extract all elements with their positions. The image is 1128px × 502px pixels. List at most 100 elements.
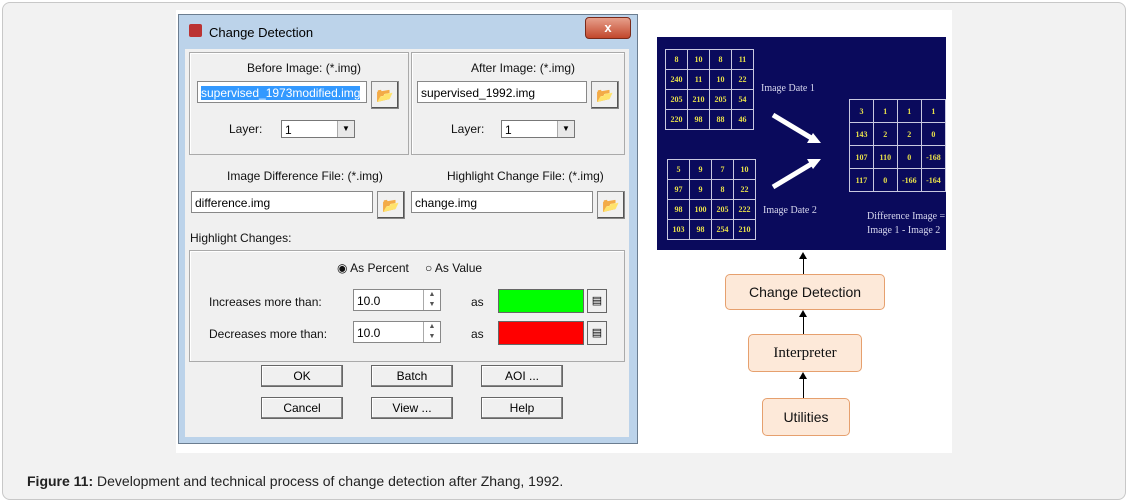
matrix-cell: 1 [896, 99, 922, 123]
matrix-row: 98 100 205 222 [667, 199, 756, 220]
matrix-cell: 0 [920, 122, 947, 146]
decreases-value: 10.0 [357, 326, 381, 340]
after-image-label: After Image: (*.img) [471, 61, 576, 75]
matrix-cell: 0 [872, 168, 898, 192]
matrix-cell: -166 [896, 168, 922, 192]
matrix-cell: 5 [667, 159, 690, 180]
decrease-color-menu-icon[interactable]: ▤ [587, 321, 607, 345]
matrix-cell: 11 [687, 69, 710, 90]
cancel-button[interactable]: Cancel [261, 397, 343, 419]
matrix-cell: 0 [896, 145, 922, 169]
before-layer-select[interactable]: 1 ▼ [281, 120, 355, 138]
increase-color-swatch[interactable] [498, 289, 584, 313]
matrix-cell: 100 [689, 199, 712, 220]
dialog-title: Change Detection [209, 25, 314, 40]
increase-color-menu-icon[interactable]: ▤ [587, 289, 607, 313]
matrix-cell: -164 [920, 168, 947, 192]
before-folder-icon[interactable]: 📂 [371, 81, 399, 109]
highlight-folder-icon[interactable]: 📂 [597, 191, 625, 219]
after-image-input[interactable]: supervised_1992.img [417, 81, 587, 103]
as-percent-label: As Percent [350, 261, 409, 275]
ok-button[interactable]: OK [261, 365, 343, 387]
matrix-cell: 10 [709, 69, 732, 90]
matrix-date1: 8 10 8 11 240 11 10 22 205 210 205 54 220 98 88 46 [665, 49, 754, 130]
before-image-input[interactable]: supervised_1973modified.img [197, 81, 367, 103]
highlight-file-label: Highlight Change File: (*.img) [447, 169, 604, 183]
matrix-row: 240 11 10 22 [665, 69, 754, 90]
matrix-cell: 9 [689, 159, 712, 180]
matrix-cell: 220 [665, 109, 688, 130]
matrix-cell: 8 [711, 179, 734, 200]
layer-label: Layer: [229, 122, 263, 136]
flow-change-detection: Change Detection [725, 274, 885, 310]
spin-arrows-icon[interactable]: ▲ ▼ [423, 290, 440, 310]
matrix-row: 143 2 2 0 [849, 122, 947, 146]
after-image-group [411, 52, 625, 155]
arrow-up-3 [799, 372, 807, 398]
decreases-label: Decreases more than: [209, 327, 328, 341]
help-button[interactable]: Help [481, 397, 563, 419]
matrix-row: 103 98 254 210 [667, 219, 756, 240]
arrow-up-1 [799, 252, 807, 274]
matrix-cell: 2 [896, 122, 922, 146]
image-date2-label: Image Date 2 [763, 205, 817, 216]
spin-arrows-icon[interactable]: ▲ ▼ [423, 322, 440, 342]
matrix-cell: 117 [849, 168, 874, 192]
matrix-cell: 22 [733, 179, 756, 200]
matrix-cell: 2 [872, 122, 898, 146]
image-date1-label: Image Date 1 [761, 83, 815, 94]
matrix-cell: 205 [709, 89, 732, 110]
aoi-button[interactable]: AOI ... [481, 365, 563, 387]
before-layer-value: 1 [285, 123, 292, 137]
matrix-cell: 103 [667, 219, 690, 240]
as-value-radio[interactable]: ○ As Value [425, 261, 483, 275]
matrix-cell: 98 [687, 109, 710, 130]
view-button[interactable]: View ... [371, 397, 453, 419]
increases-stepper[interactable]: 10.0 ▲ ▼ [353, 289, 441, 311]
matrix-cell: 10 [733, 159, 756, 180]
matrix-cell: 9 [689, 179, 712, 200]
decreases-stepper[interactable]: 10.0 ▲ ▼ [353, 321, 441, 343]
diff-folder-icon[interactable]: 📂 [377, 191, 405, 219]
as-percent-radio[interactable]: ◉ As Percent [337, 261, 409, 275]
matrix-cell: 222 [733, 199, 756, 220]
matrix-row: 220 98 88 46 [665, 109, 754, 130]
layer-label-after: Layer: [451, 122, 485, 136]
matrix-cell: 143 [849, 122, 874, 146]
matrix-cell: 1 [872, 99, 898, 123]
after-layer-select[interactable]: 1 ▼ [501, 120, 575, 138]
as-value-label: As Value [434, 261, 483, 275]
caption-text: Development and technical process of cha… [93, 473, 564, 489]
matrix-row: 107 110 0 -168 [849, 145, 947, 169]
arrow-up-2 [799, 310, 807, 334]
matrix-cell: 107 [849, 145, 874, 169]
after-folder-icon[interactable]: 📂 [591, 81, 619, 109]
matrix-cell: 1 [920, 99, 947, 123]
as-label: as [471, 295, 484, 309]
change-detection-dialog: Change Detection x Before Image: (*.img)… [178, 14, 638, 444]
matrix-cell: 54 [731, 89, 754, 110]
before-image-group [189, 52, 409, 155]
matrix-cell: 205 [665, 89, 688, 110]
matrix-difference: 3 1 1 1 143 2 2 0 107 110 0 -168 117 0 -166 -164 [849, 99, 947, 192]
matrix-row: 8 10 8 11 [665, 49, 754, 70]
close-button[interactable]: x [585, 17, 631, 39]
as-label-2: as [471, 327, 484, 341]
matrix-row: 97 9 8 22 [667, 179, 756, 200]
decrease-color-swatch[interactable] [498, 321, 584, 345]
diff-file-input[interactable]: difference.img [191, 191, 373, 213]
matrix-cell: 88 [709, 109, 732, 130]
arrows-icon [771, 112, 821, 190]
before-image-label: Before Image: (*.img) [247, 61, 362, 75]
highlight-changes-label: Highlight Changes: [190, 231, 292, 245]
figure-caption: Figure 11: Development and technical pro… [27, 473, 563, 489]
highlight-file-input[interactable]: change.img [411, 191, 593, 213]
matrix-cell: 98 [667, 199, 690, 220]
matrix-row: 117 0 -166 -164 [849, 168, 947, 192]
matrix-cell: 11 [731, 49, 754, 70]
matrix-row: 205 210 205 54 [665, 89, 754, 110]
batch-button[interactable]: Batch [371, 365, 453, 387]
before-image-value: supervised_1973modified.img [201, 86, 361, 100]
